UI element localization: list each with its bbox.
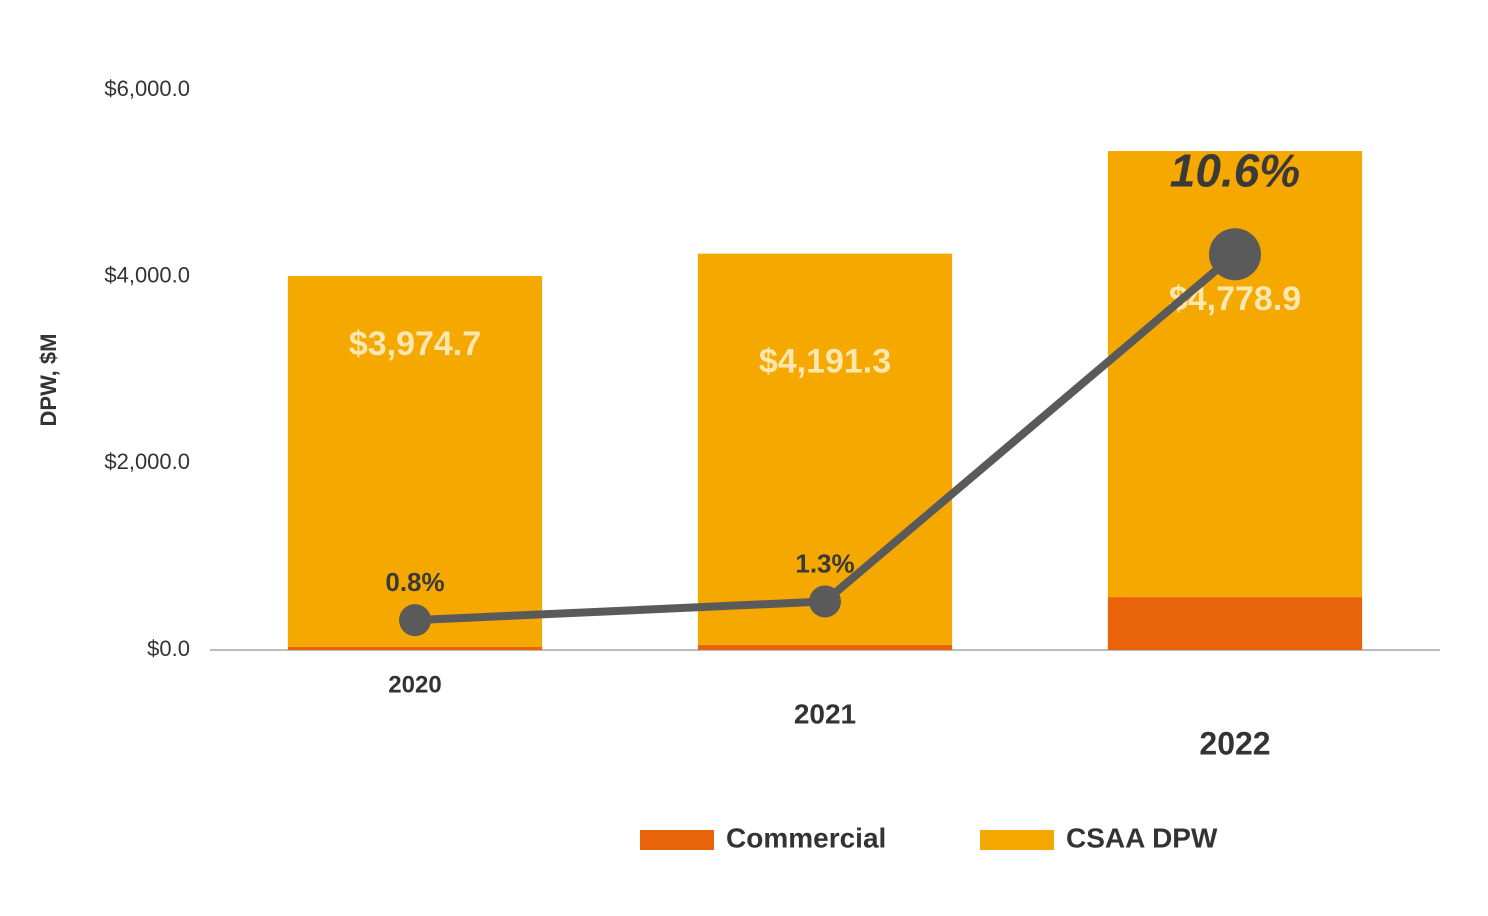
- y-tick-label: $2,000.0: [104, 449, 190, 474]
- legend-swatch: [980, 830, 1054, 850]
- bar-value-label: $3,974.7: [349, 325, 481, 363]
- bar-segment: [697, 644, 953, 650]
- line-value-label: 10.6%: [1170, 144, 1300, 196]
- bar-value-label: $4,778.9: [1169, 280, 1301, 318]
- x-tick-label: 2021: [794, 698, 856, 729]
- legend-label: Commercial: [726, 822, 886, 853]
- line-point: [809, 585, 841, 618]
- line-value-label: 0.8%: [385, 567, 444, 597]
- bar-segment: [287, 647, 543, 650]
- bar-segment: [697, 253, 953, 645]
- y-axis-label: DPW, $M: [36, 334, 61, 427]
- legend-swatch: [640, 830, 714, 850]
- bar-segment: [287, 276, 543, 648]
- x-tick-label: 2020: [388, 671, 441, 698]
- bar-segment: [1107, 597, 1363, 650]
- y-tick-label: $4,000.0: [104, 262, 190, 287]
- line-point: [399, 604, 431, 637]
- y-tick-label: $0.0: [147, 636, 190, 661]
- legend-label: CSAA DPW: [1066, 822, 1218, 853]
- y-tick-label: $6,000.0: [104, 76, 190, 101]
- bar-segment: [1107, 151, 1363, 598]
- line-point: [1209, 228, 1261, 281]
- line-value-label: 1.3%: [795, 548, 854, 578]
- bar-value-label: $4,191.3: [759, 343, 891, 381]
- x-tick-label: 2022: [1199, 725, 1270, 761]
